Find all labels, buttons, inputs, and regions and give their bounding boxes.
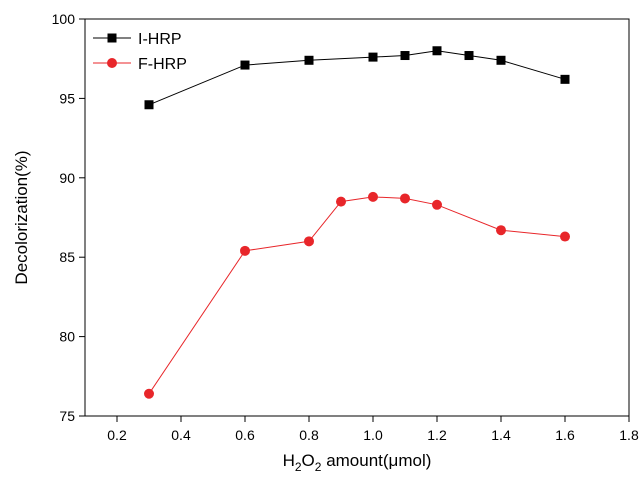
legend: I-HRP F-HRP [93,31,187,73]
x-axis-label-subscript: 2 [315,460,322,474]
data-point-f-hrp [496,225,506,236]
y-tick-label: 100 [52,11,76,27]
data-point-f-hrp [400,193,410,204]
x-tick-label: 1.4 [491,427,511,443]
x-tick-label: 1.8 [619,427,639,443]
data-point-i-hrp [240,60,250,70]
data-point-i-hrp [400,51,410,61]
data-point-f-hrp [432,199,442,210]
series-layer [144,46,570,399]
x-tick-label: 0.8 [299,427,319,443]
legend-marker-i-hrp [107,33,117,43]
data-point-i-hrp [304,55,314,65]
y-tick-label: 90 [59,170,75,186]
data-point-f-hrp [336,196,346,207]
y-axis-label: Decolorization(%) [12,150,31,284]
y-tick-label: 80 [59,329,75,345]
y-tick-label: 75 [59,408,75,424]
x-tick-label: 1.2 [427,427,447,443]
data-point-f-hrp [560,231,570,242]
data-point-i-hrp [368,52,378,62]
axis-ticks: 0.2 0.4 0.6 0.8 1.0 1.2 1.4 1.6 1.8 75 80 85 90 95 100 [52,11,639,443]
data-point-i-hrp [560,74,570,84]
data-point-f-hrp [368,191,378,202]
x-tick-label: 0.4 [171,427,191,443]
legend-label-i-hrp: I-HRP [138,31,182,48]
plot-frame [84,18,630,417]
x-tick-label: 0.6 [235,427,255,443]
data-point-i-hrp [144,100,154,110]
data-point-i-hrp [432,46,442,56]
data-point-f-hrp [240,245,250,256]
x-axis-label: H2O2 amount(μmol) [283,451,432,474]
x-axis-label-part: O [302,451,315,470]
legend-label-f-hrp: F-HRP [138,56,187,73]
y-tick-label: 85 [59,249,75,265]
x-axis-label-part: amount(μmol) [321,451,431,470]
legend-marker-f-hrp [107,58,117,68]
x-tick-label: 1.6 [555,427,575,443]
data-point-f-hrp [144,388,154,399]
x-tick-label: 1.0 [363,427,383,443]
data-point-i-hrp [464,51,474,61]
x-tick-label: 0.2 [107,427,127,443]
x-axis-label-part: H [283,451,295,470]
data-point-i-hrp [496,55,506,65]
x-axis-label-subscript: 2 [295,460,302,474]
data-point-f-hrp [304,236,314,247]
y-tick-label: 95 [59,90,75,106]
